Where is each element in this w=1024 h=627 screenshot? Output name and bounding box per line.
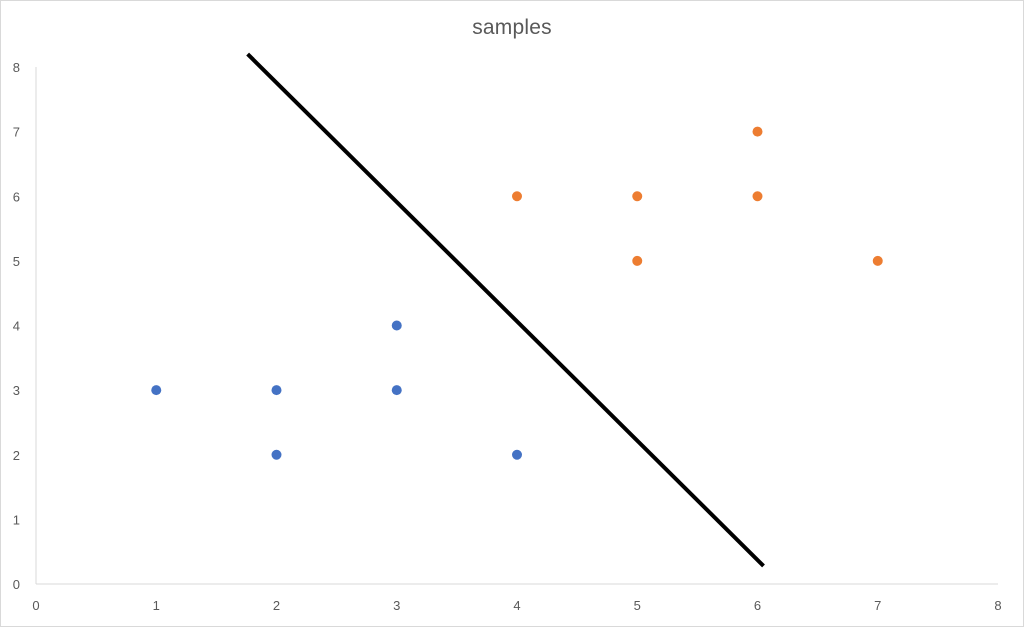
- tick-labels: 0 1 2 3 4 5 6 7 8 0 1 2 3 4 5 6 7 8: [13, 60, 1002, 613]
- data-point-series-1: [391, 385, 402, 396]
- annotations: [246, 52, 765, 568]
- x-tick-label: 5: [634, 598, 641, 613]
- x-tick-label: 0: [32, 598, 39, 613]
- y-tick-label: 4: [13, 319, 20, 334]
- data-point-series-2: [512, 191, 522, 202]
- data-point-series-1: [271, 385, 282, 396]
- data-point-series-1: [512, 449, 522, 460]
- data-point-series-2: [632, 255, 643, 266]
- data-point-series-1: [271, 449, 282, 460]
- x-tick-label: 6: [754, 598, 761, 613]
- data-points: [151, 126, 883, 460]
- x-tick-label: 7: [874, 598, 881, 613]
- y-tick-label: 5: [13, 254, 20, 269]
- separator-line: [246, 52, 765, 568]
- x-tick-label: 2: [273, 598, 280, 613]
- x-tick-label: 4: [513, 598, 520, 613]
- data-point-series-1: [151, 385, 162, 396]
- data-point-series-2: [752, 126, 763, 137]
- data-point-series-2: [872, 255, 883, 266]
- chart-title: samples: [472, 16, 552, 39]
- y-tick-label: 6: [13, 189, 20, 204]
- y-tick-label: 3: [13, 383, 20, 398]
- y-tick-label: 2: [13, 448, 20, 463]
- data-point-series-2: [632, 191, 643, 202]
- x-tick-label: 3: [393, 598, 400, 613]
- x-tick-label: 1: [153, 598, 160, 613]
- y-tick-label: 0: [13, 577, 20, 592]
- data-point-series-1: [391, 320, 402, 331]
- y-tick-label: 8: [13, 60, 20, 75]
- axes: [35, 67, 998, 585]
- data-point-series-2: [752, 191, 763, 202]
- y-tick-label: 7: [13, 125, 20, 140]
- y-tick-label: 1: [13, 512, 20, 527]
- x-tick-label: 8: [994, 598, 1001, 613]
